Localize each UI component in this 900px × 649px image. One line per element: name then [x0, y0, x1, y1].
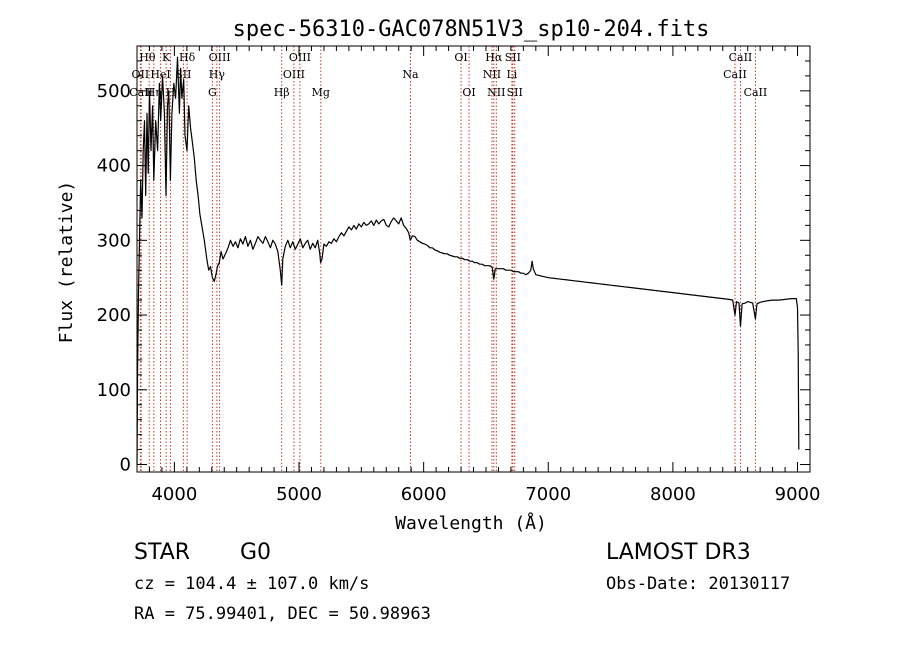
survey-name: LAMOST DR3 [606, 540, 751, 565]
y-tick-label-400: 400 [97, 156, 131, 177]
x-tick-label-5000: 5000 [276, 484, 322, 505]
line-label-r0-5: OI [454, 51, 467, 64]
line-label-r1-6: NII [483, 68, 501, 81]
line-label-r2-0: CaII [129, 86, 153, 99]
ra-dec-coordinates: RA = 75.99401, DEC = 50.98963 [134, 604, 431, 624]
line-label-r0-1: K [162, 51, 171, 64]
y-tick-label-100: 100 [97, 380, 131, 401]
line-label-r2-7: NII [487, 86, 505, 99]
y-tick-label-500: 500 [97, 81, 131, 102]
line-label-r2-6: OI [462, 86, 475, 99]
line-label-r2-5: Mg [312, 86, 330, 99]
line-label-r1-7: Li [506, 68, 517, 81]
line-label-r1-1: HeI [150, 68, 170, 81]
line-label-r0-2: Hδ [179, 51, 196, 64]
line-label-r1-4: OIII [283, 68, 305, 81]
x-tick-label-7000: 7000 [525, 484, 571, 505]
line-label-r2-4: Hβ [274, 86, 290, 99]
y-axis-label: Flux (relative) [56, 181, 77, 344]
line-label-r1-0: OII [132, 68, 150, 81]
redshift-cz: cz = 104.4 ± 107.0 km/s [134, 574, 370, 594]
object-subclass: G0 [240, 540, 272, 565]
x-tick-label-9000: 9000 [775, 484, 821, 505]
observation-date: Obs-Date: 20130117 [606, 574, 791, 594]
line-label-r0-6: Hα [485, 51, 503, 64]
line-label-r1-2: SII [175, 68, 191, 81]
line-label-r2-3: G [208, 86, 217, 99]
x-tick-label-8000: 8000 [650, 484, 696, 505]
line-label-r0-0: Hθ [139, 51, 156, 64]
line-label-r2-2: H [166, 86, 176, 99]
line-label-r0-4: OIII [289, 51, 311, 64]
line-label-r1-3: Hγ [209, 68, 226, 81]
flux-series-line [136, 56, 800, 465]
line-label-r2-9: CaII [744, 86, 768, 99]
x-tick-label-6000: 6000 [401, 484, 447, 505]
line-label-r1-5: Na [402, 68, 419, 81]
line-label-r0-7: SII [505, 51, 521, 64]
y-tick-label-300: 300 [97, 230, 131, 251]
line-label-r0-8: CaII [729, 51, 753, 64]
chart-title: spec-56310-GAC078N51V3_sp10-204.fits [233, 17, 710, 42]
plot-frame [136, 45, 811, 473]
line-label-r0-3: OIII [209, 51, 231, 64]
object-class: STAR [134, 540, 191, 565]
x-axis-label: Wavelength (Å) [395, 512, 547, 534]
y-tick-label-200: 200 [97, 305, 131, 326]
x-tick-label-4000: 4000 [151, 484, 197, 505]
line-label-r2-8: SII [507, 86, 523, 99]
line-label-r1-8: CaII [723, 68, 747, 81]
y-tick-label-0: 0 [120, 455, 131, 476]
